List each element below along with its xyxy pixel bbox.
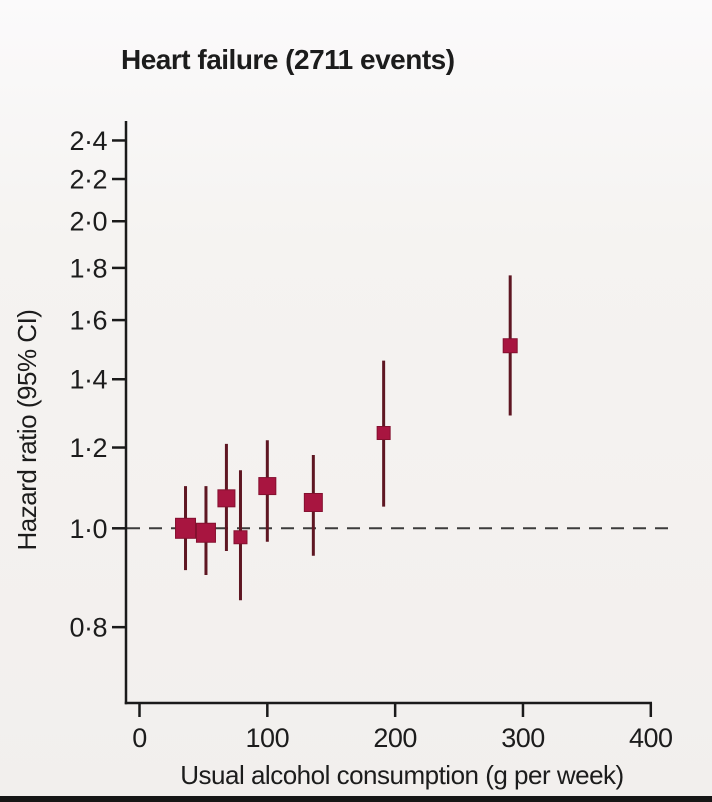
data-point-marker xyxy=(233,530,248,545)
data-point-marker xyxy=(303,492,323,512)
x-axis-title: Usual alcohol consumption (g per week) xyxy=(180,760,624,790)
x-tick-label: 100 xyxy=(246,723,290,753)
data-point-marker xyxy=(175,517,197,539)
y-tick-label: 1·4 xyxy=(69,365,107,395)
y-tick-label: 2·2 xyxy=(69,165,107,195)
y-tick-label: 1·2 xyxy=(69,433,107,463)
x-tick-label: 400 xyxy=(629,723,673,753)
data-point-marker xyxy=(502,338,518,354)
y-tick-label: 1·8 xyxy=(69,253,107,283)
chart-title: Heart failure (2711 events) xyxy=(121,44,455,75)
y-tick-label: 1·0 xyxy=(69,514,107,544)
y-tick-label: 1·6 xyxy=(69,306,107,336)
data-point-marker xyxy=(195,522,216,543)
y-tick-label: 2·4 xyxy=(69,126,107,156)
data-point-marker xyxy=(258,477,277,496)
data-point-marker xyxy=(217,489,236,508)
data-point-marker xyxy=(376,426,391,441)
y-tick-label: 0·8 xyxy=(69,613,107,643)
bottom-edge-bar xyxy=(0,796,712,802)
x-tick-label: 0 xyxy=(132,723,147,753)
x-tick-label: 200 xyxy=(373,723,417,753)
x-tick-label: 300 xyxy=(501,723,545,753)
y-tick-label: 2·0 xyxy=(69,207,107,237)
